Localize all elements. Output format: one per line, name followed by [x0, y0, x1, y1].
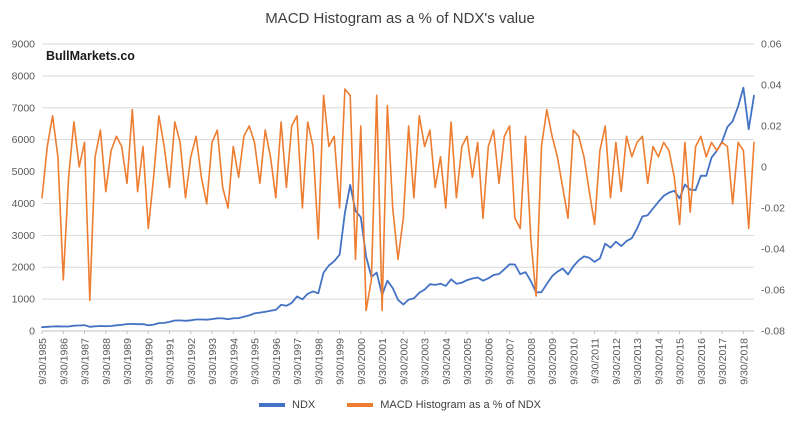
left-axis-tick-label: 6000 [12, 134, 36, 146]
x-axis-tick-label: 9/30/2012 [611, 338, 623, 385]
legend-item-macd: MACD Histogram as a % of NDX [347, 399, 541, 411]
x-axis-tick-label: 9/30/1993 [207, 338, 219, 385]
x-axis-tick-label: 9/30/2000 [356, 338, 368, 385]
x-axis-tick-label: 9/30/2011 [590, 338, 602, 384]
plot-area: BullMarkets.co 0 1000 2000 3000 4000 5000 6000… [12, 39, 785, 385]
legend-item-ndx: NDX [259, 399, 315, 411]
x-axis-tick-label: 9/30/2003 [420, 338, 432, 385]
right-axis-tick-label: 0.04 [761, 80, 782, 92]
x-axis-tick-label: 9/30/1989 [122, 338, 134, 385]
right-axis-tick-label: -0.08 [761, 326, 785, 338]
ndx-swatch [259, 403, 285, 407]
x-axis-tick-label: 9/30/1990 [143, 338, 155, 385]
chart-title: MACD Histogram as a % of NDX's value [265, 10, 535, 27]
macd-swatch [347, 403, 374, 407]
x-axis-tick-label: 9/30/1992 [186, 338, 198, 385]
x-axis-tick-label: 9/30/2005 [462, 338, 474, 385]
watermark-text: BullMarkets.co [46, 49, 135, 63]
x-axis-tick-label: 9/30/2010 [568, 338, 580, 385]
x-axis-tick-label: 9/30/2018 [738, 338, 750, 385]
x-axis-tick-label: 9/30/1998 [313, 338, 325, 385]
x-axis-tick-label: 9/30/2004 [441, 338, 453, 385]
legend-label-macd: MACD Histogram as a % of NDX [380, 399, 541, 411]
x-axis-tick-label: 9/30/2007 [505, 338, 517, 385]
left-axis-tick-label: 4000 [12, 198, 36, 210]
left-axis-tick-label: 2000 [12, 262, 36, 274]
x-axis-tick-label: 9/30/1997 [292, 338, 304, 385]
right-axis-tick-label: -0.04 [761, 244, 785, 256]
x-axis-tick-label: 9/30/1996 [271, 338, 283, 385]
x-axis-tick-label: 9/30/1995 [250, 338, 262, 385]
x-axis-tick-label: 9/30/2013 [632, 338, 644, 385]
right-axis-tick-label: 0.06 [761, 39, 782, 51]
x-axis-tick-label: 9/30/2016 [696, 338, 708, 385]
x-axis-tick-label: 9/30/2008 [526, 338, 538, 385]
left-axis-tick-label: 7000 [12, 102, 36, 114]
x-axis-tick-label: 9/30/1994 [228, 338, 240, 385]
right-axis-tick-label: -0.02 [761, 203, 785, 215]
left-axis-tick-label: 8000 [12, 70, 36, 82]
x-axis-tick-label: 9/30/1986 [58, 338, 70, 385]
macd-line [41, 88, 755, 312]
ndx-line [41, 86, 755, 329]
x-axis-tick-label: 9/30/2017 [717, 338, 729, 385]
x-axis-tick-label: 9/30/2009 [547, 338, 559, 385]
left-axis-tick-label: 3000 [12, 230, 36, 242]
right-axis-tick-label: 0 [761, 162, 767, 174]
legend-label-ndx: NDX [292, 399, 316, 411]
right-axis-tick-label: -0.06 [761, 285, 785, 297]
x-axis-tick-label: 9/30/1991 [165, 338, 177, 385]
left-axis-tick-label: 5000 [12, 166, 36, 178]
x-axis-tick-label: 9/30/2001 [377, 338, 389, 385]
right-axis-tick-label: 0.02 [761, 121, 782, 133]
x-axis-tick-label: 9/30/1988 [101, 338, 113, 385]
x-axis-tick-label: 9/30/1999 [335, 338, 347, 385]
x-axis-tick-label: 9/30/2015 [675, 338, 687, 385]
left-axis-tick-label: 1000 [12, 294, 36, 306]
left-axis-tick-label: 9000 [12, 39, 36, 51]
legend: NDX MACD Histogram as a % of NDX [0, 389, 800, 421]
x-axis-tick-label: 9/30/2002 [398, 338, 410, 385]
x-axis-tick-label: 9/30/2014 [653, 338, 665, 385]
x-axis-tick-label: 9/30/1985 [37, 338, 49, 385]
x-axis-tick-label: 9/30/1987 [80, 338, 92, 385]
left-axis-tick-label: 0 [29, 326, 35, 338]
x-axis-tick-label: 9/30/2006 [483, 338, 495, 385]
